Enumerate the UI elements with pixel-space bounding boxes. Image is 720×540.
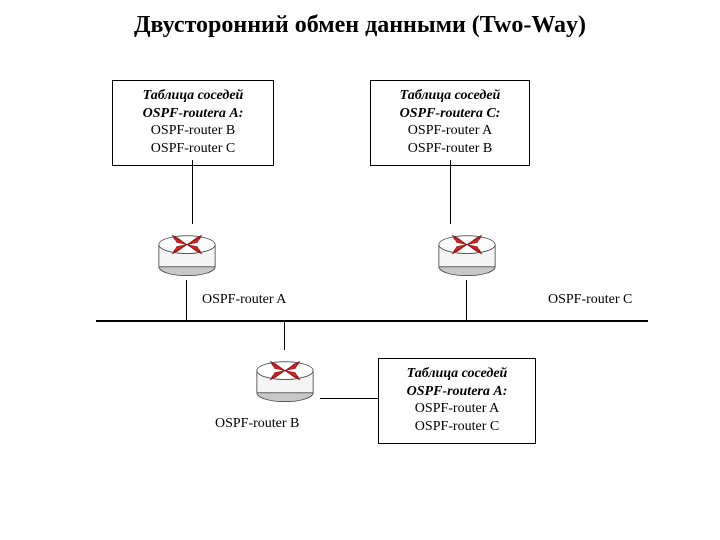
- neighbor-table-a-item-0: OSPF-router B: [123, 122, 263, 140]
- neighbor-table-c-title: Таблица соседей: [381, 87, 519, 105]
- neighbor-table-b-item-0: OSPF-router A: [389, 400, 525, 418]
- router-c: [430, 222, 504, 282]
- neighbor-table-a: Таблица соседей OSPF-routerа A: OSPF-rou…: [112, 80, 274, 166]
- table-lead-a: [192, 160, 193, 224]
- neighbor-table-b-subtitle: OSPF-routerа A:: [389, 383, 525, 401]
- neighbor-table-b-title: Таблица соседей: [389, 365, 525, 383]
- router-c-label: OSPF-router C: [548, 292, 632, 308]
- router-b: [248, 348, 322, 408]
- drop-line-a: [186, 280, 187, 320]
- router-a: [150, 222, 224, 282]
- neighbor-table-c-item-1: OSPF-router B: [381, 140, 519, 158]
- drop-line-b: [284, 320, 285, 350]
- network-bus-line: [96, 320, 648, 322]
- router-b-label: OSPF-router B: [215, 416, 299, 432]
- neighbor-table-b-item-1: OSPF-router C: [389, 418, 525, 436]
- neighbor-table-a-subtitle: OSPF-routerа A:: [123, 105, 263, 123]
- table-lead-b: [320, 398, 378, 399]
- router-icon: [150, 222, 224, 282]
- page-title: Двусторонний обмен данными (Two-Way): [0, 12, 720, 39]
- neighbor-table-b: Таблица соседей OSPF-routerа A: OSPF-rou…: [378, 358, 536, 444]
- router-icon: [430, 222, 504, 282]
- router-a-label: OSPF-router A: [202, 292, 286, 308]
- neighbor-table-c-subtitle: OSPF-routerа C:: [381, 105, 519, 123]
- table-lead-c: [450, 160, 451, 224]
- neighbor-table-c-item-0: OSPF-router A: [381, 122, 519, 140]
- neighbor-table-c: Таблица соседей OSPF-routerа C: OSPF-rou…: [370, 80, 530, 166]
- neighbor-table-a-title: Таблица соседей: [123, 87, 263, 105]
- router-icon: [248, 348, 322, 408]
- drop-line-c: [466, 280, 467, 320]
- neighbor-table-a-item-1: OSPF-router C: [123, 140, 263, 158]
